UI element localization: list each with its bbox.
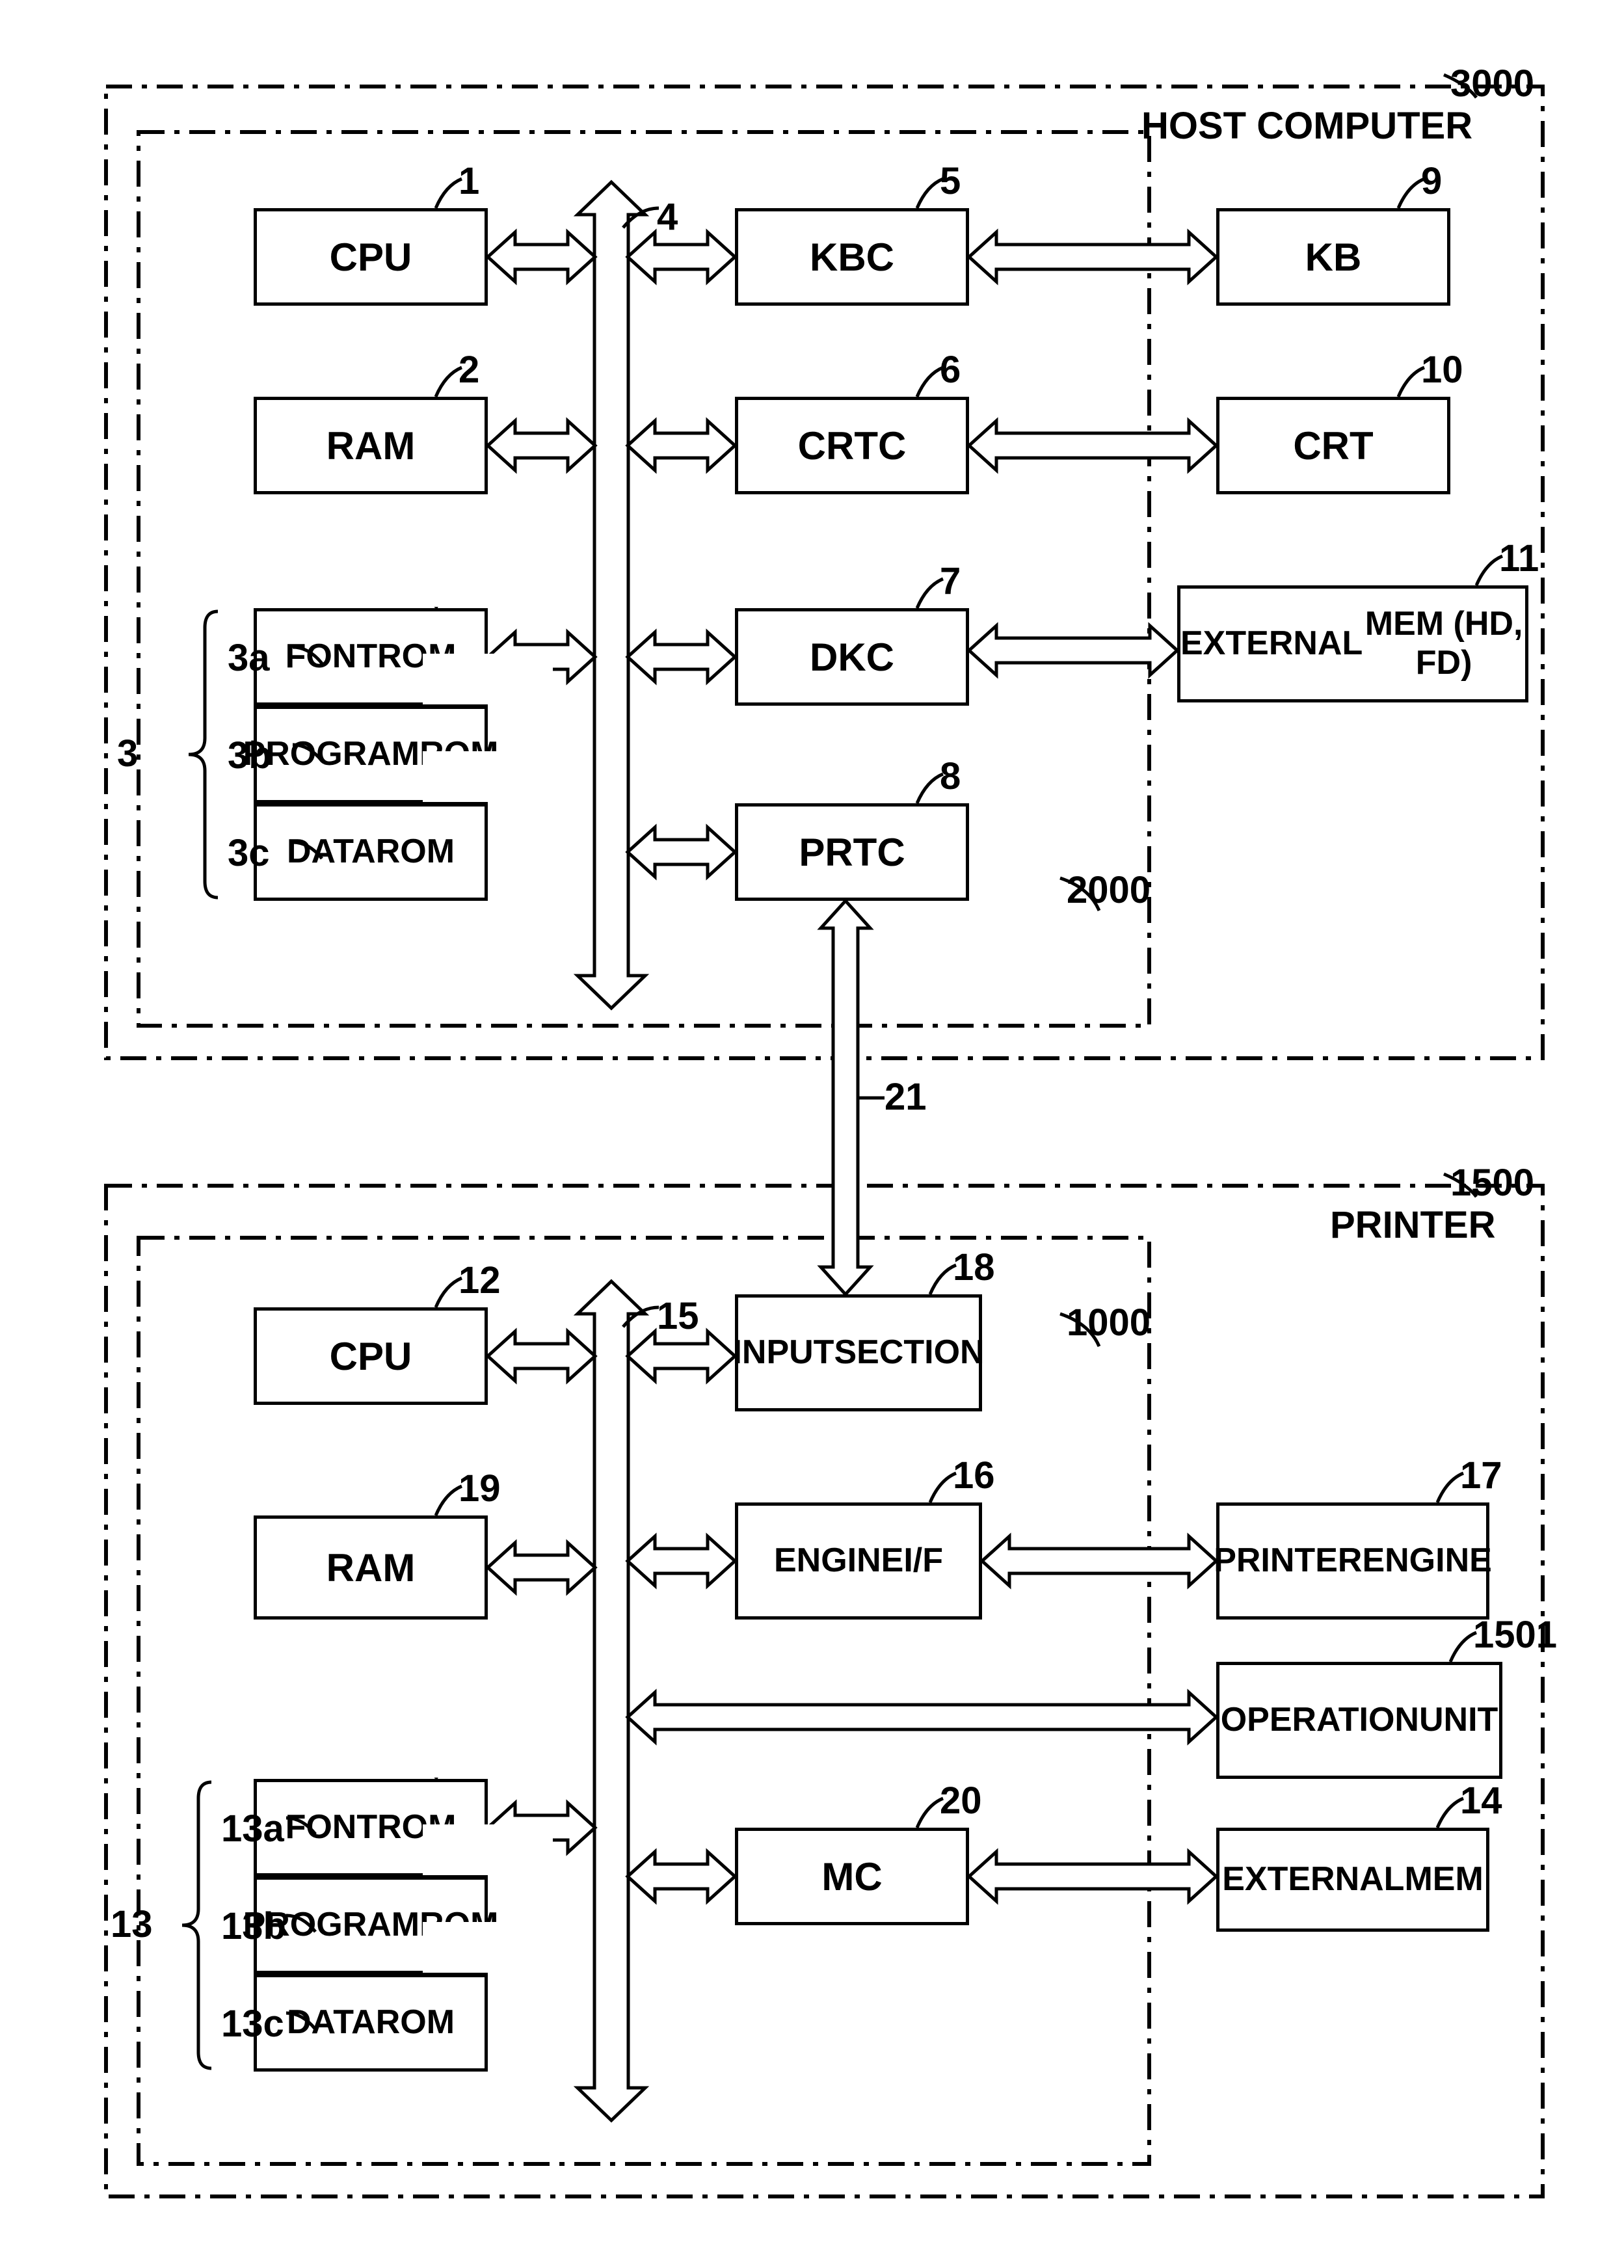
rom-sub-ref-13a: 13a bbox=[221, 1807, 284, 1850]
rom-group-ref-13: 13 bbox=[111, 1902, 153, 1946]
rom-sub-ref-13b: 13b bbox=[221, 1904, 286, 1948]
rom-sub-ref-3a: 3a bbox=[228, 636, 270, 680]
block-ram2: RAM bbox=[254, 1515, 488, 1620]
block-cpu1: CPU bbox=[254, 208, 488, 306]
block-peng: PRINTERENGINE bbox=[1216, 1502, 1489, 1620]
block-kbc: KBC bbox=[735, 208, 969, 306]
block-dkc: DKC bbox=[735, 608, 969, 706]
block-prtc: PRTC bbox=[735, 803, 969, 901]
block-extmem1: EXTERNALMEM (HD, FD) bbox=[1177, 585, 1528, 702]
rom-sub-ref-3c: 3c bbox=[228, 831, 270, 875]
diagram-canvas: HOST COMPUTERPRINTER30002000150010004152… bbox=[0, 0, 1624, 2268]
block-kb: KB bbox=[1216, 208, 1450, 306]
ref-1501: 1501 bbox=[1473, 1613, 1557, 1657]
block-engine: ENGINEI/F bbox=[735, 1502, 982, 1620]
arrow-ref-21: 21 bbox=[885, 1075, 927, 1119]
rom-sub-ref-3b: 3b bbox=[228, 734, 272, 777]
block-input: INPUTSECTION bbox=[735, 1294, 982, 1411]
block-opunit: OPERATIONUNIT bbox=[1216, 1662, 1502, 1779]
block-crtc: CRTC bbox=[735, 397, 969, 494]
block-mc: MC bbox=[735, 1828, 969, 1925]
host-title: HOST COMPUTER bbox=[1141, 104, 1472, 148]
block-cpu2: CPU bbox=[254, 1307, 488, 1405]
block-extmem2: EXTERNALMEM bbox=[1216, 1828, 1489, 1932]
block-rom1c: DATAROM bbox=[254, 803, 488, 901]
block-ram1: RAM bbox=[254, 397, 488, 494]
rom-sub-ref-13c: 13c bbox=[221, 2002, 284, 2046]
block-crt: CRT bbox=[1216, 397, 1450, 494]
rom-group-ref-3: 3 bbox=[117, 732, 138, 775]
